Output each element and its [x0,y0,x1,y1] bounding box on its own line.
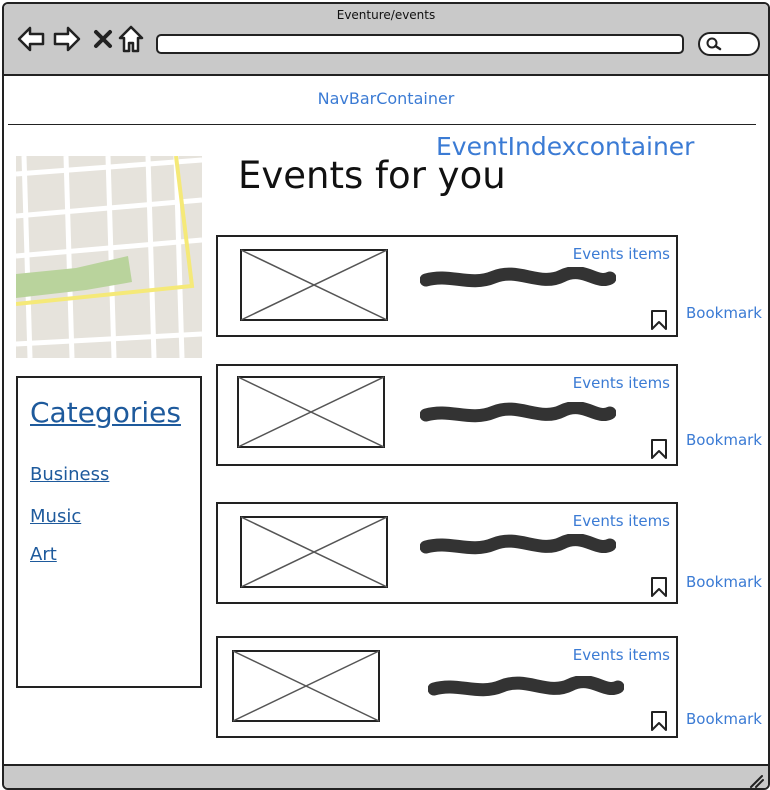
image-placeholder-icon [240,249,388,321]
event-item-label: Events items [572,512,670,530]
bookmark-icon[interactable] [650,309,668,331]
window-title: Eventure/events [336,8,436,22]
bookmark-icon[interactable] [650,438,668,460]
event-card[interactable]: Events items [216,636,678,738]
redacted-text-scribble [420,402,616,423]
arrow-left-icon [17,26,45,52]
home-button[interactable] [116,24,146,54]
page-heading: Events for you [238,154,506,197]
redacted-text-scribble [428,676,624,697]
image-placeholder-icon [240,516,388,588]
event-item-label: Events items [572,374,670,392]
category-link-art[interactable]: Art [30,544,57,565]
category-link-music[interactable]: Music [30,506,82,527]
image-placeholder-icon [232,650,380,722]
search-input[interactable] [698,32,760,56]
address-bar[interactable] [156,34,684,54]
bookmark-label[interactable]: Bookmark [686,573,762,591]
event-card[interactable]: Events items [216,364,678,466]
navbar-divider [8,124,756,125]
status-bar [4,764,768,788]
event-item-label: Events items [572,245,670,263]
image-placeholder-icon [237,376,385,448]
categories-title: Categories [30,396,181,429]
event-index-container-label: EventIndexcontainer [436,132,695,161]
categories-panel: Categories Business Music Art [16,376,202,688]
navbar-container-label: NavBarContainer [317,89,455,108]
forward-button[interactable] [52,24,82,54]
bookmark-icon[interactable] [650,710,668,732]
map-image [16,156,202,358]
category-link-business[interactable]: Business [30,464,110,485]
arrow-right-icon [53,26,81,52]
bookmark-label[interactable]: Bookmark [686,710,762,728]
browser-toolbar: Eventure/events [4,4,768,76]
search-icon [706,37,722,51]
stop-button[interactable] [88,24,118,54]
bookmark-label[interactable]: Bookmark [686,431,762,449]
close-icon [94,30,112,48]
resize-grip-icon[interactable] [748,774,764,788]
event-item-label: Events items [572,646,670,664]
back-button[interactable] [16,24,46,54]
event-card[interactable]: Events items [216,502,678,604]
redacted-text-scribble [420,267,616,288]
event-card[interactable]: Events items [216,235,678,337]
redacted-text-scribble [420,534,616,555]
bookmark-label[interactable]: Bookmark [686,304,762,322]
home-icon [118,25,144,53]
bookmark-icon[interactable] [650,576,668,598]
